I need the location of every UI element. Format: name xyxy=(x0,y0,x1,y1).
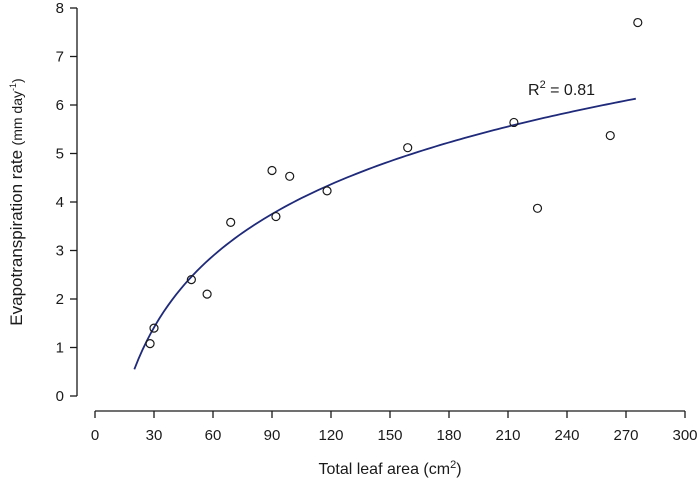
y-tick-label: 8 xyxy=(56,0,64,17)
x-ticks: 0 30 60 90 120 150 180 210 240 270 300 xyxy=(91,411,698,444)
x-tick-label: 150 xyxy=(377,427,402,444)
x-axis-title-sup: 2 xyxy=(450,459,456,471)
data-point xyxy=(186,275,196,285)
fit-curve xyxy=(133,97,637,370)
y-axis-title-main: Evapotranspiration rate xyxy=(7,150,26,326)
y-tick-label: 5 xyxy=(56,146,64,163)
x-axis-title-tail: ) xyxy=(456,461,461,478)
x-axis-title-main: Total leaf area (cm xyxy=(318,461,450,478)
data-point xyxy=(509,117,519,128)
x-tick-label: 180 xyxy=(436,427,461,444)
data-point xyxy=(532,203,543,213)
x-tick-label: 210 xyxy=(495,427,520,444)
data-point xyxy=(633,17,643,28)
data-point xyxy=(145,339,155,349)
data-point xyxy=(285,171,295,181)
x-tick-label: 240 xyxy=(554,427,579,444)
y-axis-title-unit-tail: ) xyxy=(9,78,25,83)
data-point xyxy=(226,217,236,227)
x-tick-label: 300 xyxy=(672,427,697,444)
y-tick-label: 4 xyxy=(56,194,64,211)
data-point xyxy=(403,143,413,153)
x-tick-label: 90 xyxy=(264,427,281,444)
r-squared-sup: 2 xyxy=(540,79,546,91)
y-tick-label: 3 xyxy=(56,243,64,260)
x-tick-label: 60 xyxy=(205,427,222,444)
x-tick-label: 120 xyxy=(318,427,343,444)
x-tick-label: 30 xyxy=(146,427,163,444)
r-squared-value: = 0.81 xyxy=(546,82,595,99)
axes xyxy=(76,8,685,412)
y-axis-title-unit-sup: -1 xyxy=(8,83,18,91)
y-ticks: 0 1 2 3 4 5 6 7 8 xyxy=(56,0,77,405)
y-tick-label: 0 xyxy=(56,388,64,405)
y-axis-title-unit: (mm day xyxy=(9,91,25,145)
x-axis-title: Total leaf area (cm2) xyxy=(318,459,461,478)
data-point xyxy=(271,211,281,222)
data-point xyxy=(322,186,332,196)
data-point xyxy=(202,289,212,299)
x-tick-label: 0 xyxy=(91,427,99,444)
x-tick-label: 270 xyxy=(613,427,638,444)
data-point xyxy=(149,323,159,333)
r-squared-base: R xyxy=(528,82,540,99)
r-squared-annotation: R2 = 0.81 xyxy=(528,79,595,99)
y-tick-label: 7 xyxy=(56,49,64,66)
y-tick-label: 6 xyxy=(56,97,64,114)
data-points xyxy=(145,17,643,349)
data-point xyxy=(267,165,277,176)
y-axis-title: Evapotranspiration rate (mm day-1) xyxy=(7,78,26,325)
data-point xyxy=(605,130,615,141)
y-tick-label: 2 xyxy=(56,291,64,308)
y-tick-label: 1 xyxy=(56,340,64,357)
